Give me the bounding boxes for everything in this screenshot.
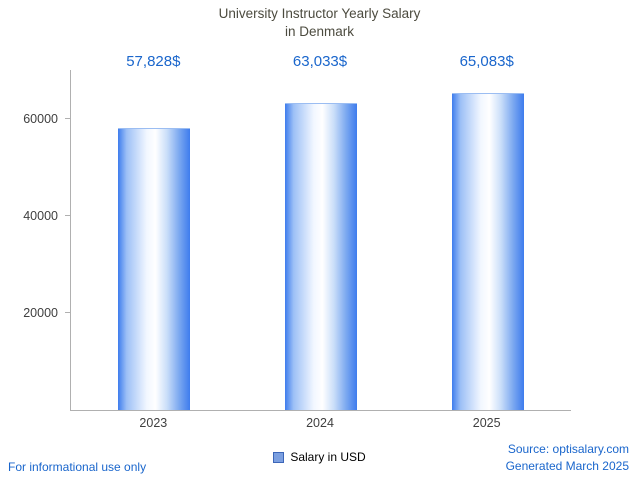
plot-area — [70, 70, 571, 411]
y-tick-mark — [65, 214, 70, 216]
bar-cell — [238, 70, 405, 410]
legend: Salary in USD — [0, 450, 639, 464]
chart-title-line1: University Instructor Yearly Salary — [218, 6, 421, 21]
legend-swatch-icon — [273, 451, 285, 463]
y-tick-label-20000: 20000 — [23, 305, 58, 320]
value-label-2024: 63,033$ — [292, 53, 348, 70]
x-axis-labels: 2023 2024 2025 — [70, 416, 570, 430]
bar-cell — [71, 70, 238, 410]
y-tick-label-60000: 60000 — [23, 111, 58, 126]
x-label-2024: 2024 — [306, 416, 334, 430]
chart-title-line2: in Denmark — [284, 23, 355, 39]
value-labels-row: 57,828$ 63,033$ 65,083$ — [70, 53, 570, 70]
x-label-2023: 2023 — [139, 416, 168, 430]
y-tick-mark — [65, 117, 70, 119]
chart-title: University Instructor Yearly Salary in D… — [0, 5, 639, 40]
y-tick-label-40000: 40000 — [23, 208, 58, 223]
source-link[interactable]: Source: optisalary.com — [507, 442, 629, 456]
value-label-2025: 65,083$ — [459, 53, 514, 70]
x-label-2025: 2025 — [472, 416, 501, 430]
disclaimer-text: For informational use only — [8, 460, 147, 474]
bar-cell — [404, 70, 571, 410]
bars-row — [71, 70, 571, 410]
bar-2025 — [451, 92, 524, 410]
y-tick-mark — [65, 311, 70, 313]
y-axis: 20000 40000 60000 — [0, 70, 70, 410]
bar-2023 — [118, 128, 191, 410]
bar-2024 — [285, 102, 357, 410]
footer-right: Source: optisalary.com Generated March 2… — [506, 441, 629, 475]
legend-label: Salary in USD — [290, 450, 366, 464]
generated-date: Generated March 2025 — [505, 458, 629, 473]
value-label-2023: 57,828$ — [126, 53, 181, 70]
